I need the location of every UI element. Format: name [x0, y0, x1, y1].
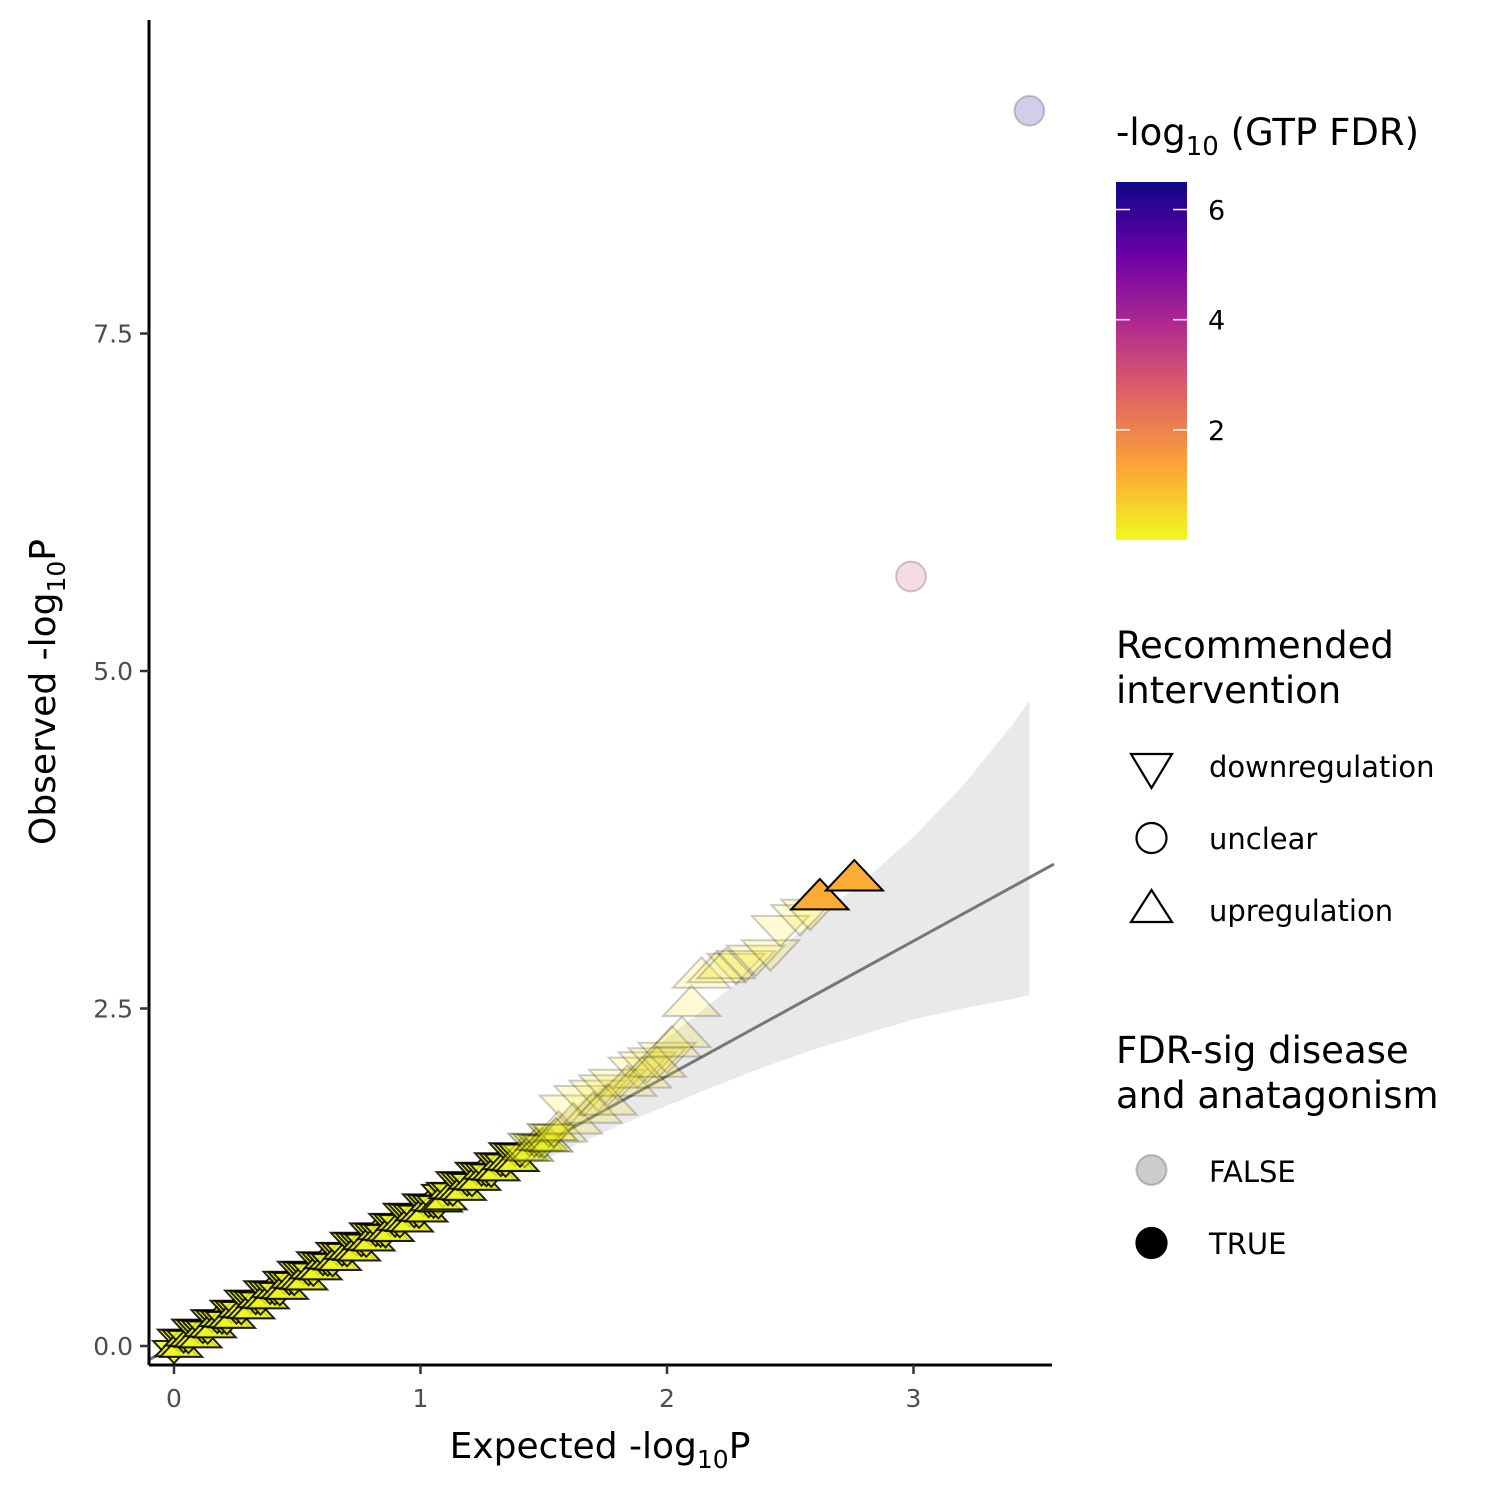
- shape-legend-label-downregulation: downregulation: [1209, 750, 1435, 784]
- shape-legend-label-unclear: unclear: [1209, 822, 1317, 856]
- shape-legend-title: Recommended intervention: [1116, 624, 1394, 712]
- confidence-band: [174, 700, 1030, 1346]
- x-tick-label: 1: [413, 1384, 429, 1413]
- point-triangle-up: [650, 1015, 713, 1049]
- point-triangle-up: [596, 1063, 659, 1097]
- colorbar-ticks: 2 4 6: [1116, 196, 1225, 447]
- point-dense: [508, 1137, 556, 1162]
- point-triangle-up: [626, 1044, 689, 1078]
- colorbar: [1116, 182, 1187, 540]
- point-dense: [511, 1133, 558, 1159]
- x-tick-label: 2: [659, 1384, 675, 1413]
- point-triangle-down: [636, 1041, 698, 1075]
- point-dense: [506, 1132, 553, 1158]
- significance-legend: FDR-sig disease and anatagonism FALSE TRU…: [1116, 1029, 1439, 1261]
- point-triangle-down: [606, 1056, 669, 1090]
- confidence-band-layer: [174, 700, 1030, 1346]
- unclear-key-icon: [1135, 821, 1168, 855]
- axes-layer: 0 1 2 3 0.0 2.5 5.0 7.5: [93, 20, 1052, 1413]
- point-triangle-down: [552, 1085, 615, 1118]
- point-dense: [532, 1116, 580, 1142]
- x-axis-title: Expected -log10P: [450, 1426, 751, 1474]
- point-triangle-down: [749, 914, 812, 948]
- point-dense: [513, 1125, 561, 1151]
- significance-legend-label-true: TRUE: [1208, 1227, 1286, 1261]
- colorbar-tick-label: 4: [1208, 306, 1225, 337]
- points-layer: [150, 94, 1046, 1365]
- point-dense: [516, 1133, 563, 1159]
- point-dense: [523, 1127, 570, 1152]
- point-triangle-up: [611, 1055, 674, 1089]
- colorbar-tick-label: 2: [1208, 416, 1225, 447]
- point-triangle-up: [823, 858, 886, 892]
- point-circle: [895, 560, 927, 593]
- y-tick-label: 5.0: [93, 657, 133, 686]
- colorbar-title: -log10 (GTP FDR): [1116, 111, 1419, 162]
- point-dense: [518, 1126, 565, 1152]
- significance-legend-title: FDR-sig disease and anatagonism: [1116, 1029, 1439, 1117]
- point-triangle-up: [695, 946, 758, 980]
- shape-legend-label-upregulation: upregulation: [1209, 894, 1393, 928]
- point-triangle-down: [586, 1068, 649, 1102]
- significance-legend-label-false: FALSE: [1209, 1155, 1296, 1189]
- point-triangle-up: [660, 984, 723, 1018]
- point-dense: [501, 1144, 549, 1169]
- point-dense: [530, 1123, 577, 1149]
- point-triangle-up: [641, 1024, 703, 1058]
- upregulation-key-icon: [1128, 887, 1175, 924]
- point-triangle-up: [576, 1082, 639, 1116]
- point-triangle-down: [537, 1094, 600, 1128]
- y-tick-label: 2.5: [93, 995, 133, 1024]
- x-tick-label: 3: [906, 1384, 922, 1413]
- true-key-icon: [1135, 1226, 1168, 1260]
- point-dense: [499, 1135, 546, 1161]
- point-triangle-up: [685, 950, 748, 984]
- point-dense: [504, 1136, 551, 1162]
- point-triangle-up: [788, 877, 851, 911]
- point-dense: [528, 1127, 575, 1153]
- point-triangle-up: [562, 1090, 624, 1124]
- point-triangle-down: [739, 939, 802, 973]
- y-tick-label: 0.0: [93, 1332, 133, 1361]
- point-dense: [520, 1134, 568, 1160]
- point-triangle-down: [705, 952, 767, 986]
- point-triangle-up: [527, 1109, 590, 1143]
- point-triangle-down: [626, 1047, 689, 1081]
- y-axis-title: Observed -log10P: [23, 539, 71, 845]
- point-triangle-down: [576, 1074, 639, 1108]
- colorbar-tick-label: 6: [1208, 196, 1225, 227]
- point-triangle-down: [616, 1051, 679, 1085]
- colorbar-legend: -log10 (GTP FDR) 2 4 6: [1116, 111, 1419, 540]
- shape-legend: Recommended intervention downregulation u…: [1116, 624, 1435, 928]
- false-key-icon: [1135, 1153, 1168, 1187]
- y-tick-label: 7.5: [93, 320, 133, 349]
- point-triangle-down: [714, 950, 777, 983]
- x-tick-label: 0: [166, 1384, 182, 1413]
- point-dense: [525, 1123, 573, 1148]
- point-triangle-up: [542, 1101, 605, 1135]
- point-triangle-down: [724, 944, 787, 978]
- point-dense: [496, 1143, 544, 1169]
- point-circle: [1013, 94, 1046, 127]
- point-triangle-down: [567, 1079, 629, 1113]
- point-triangle-up: [670, 955, 733, 989]
- downregulation-key-icon: [1129, 752, 1174, 791]
